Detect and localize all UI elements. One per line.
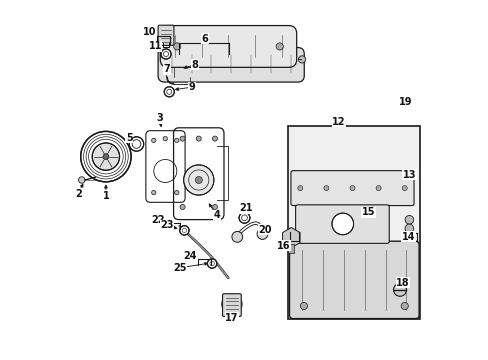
Circle shape [298, 56, 305, 63]
Circle shape [231, 231, 242, 242]
Text: 4: 4 [213, 210, 220, 220]
FancyBboxPatch shape [158, 25, 174, 45]
Bar [288, 126, 419, 319]
FancyBboxPatch shape [222, 294, 241, 316]
Circle shape [349, 186, 354, 191]
Text: 20: 20 [258, 225, 272, 235]
Circle shape [103, 154, 108, 159]
Circle shape [276, 43, 283, 50]
Circle shape [195, 176, 202, 184]
Text: 24: 24 [183, 251, 197, 261]
Circle shape [400, 302, 407, 310]
Circle shape [212, 204, 217, 210]
Circle shape [300, 302, 307, 310]
FancyBboxPatch shape [289, 241, 418, 319]
Text: 1: 1 [102, 191, 109, 201]
Circle shape [161, 49, 171, 59]
Circle shape [297, 186, 302, 191]
Circle shape [207, 259, 216, 268]
Text: 5: 5 [126, 132, 132, 143]
Circle shape [323, 186, 328, 191]
Circle shape [180, 136, 185, 141]
Circle shape [401, 186, 407, 191]
Text: 16: 16 [277, 240, 290, 251]
Circle shape [81, 131, 131, 182]
FancyBboxPatch shape [295, 205, 388, 243]
Circle shape [179, 226, 189, 235]
FancyBboxPatch shape [160, 26, 296, 67]
Text: 7: 7 [163, 64, 170, 74]
Circle shape [174, 190, 179, 195]
Text: 9: 9 [188, 82, 195, 92]
Circle shape [183, 165, 213, 195]
Text: 8: 8 [191, 60, 198, 70]
Circle shape [92, 143, 120, 170]
Circle shape [164, 87, 174, 97]
Text: 12: 12 [331, 117, 345, 127]
Text: 14: 14 [401, 232, 415, 242]
Text: 17: 17 [224, 312, 238, 323]
Circle shape [404, 224, 413, 233]
Text: 18: 18 [395, 278, 409, 288]
Text: 13: 13 [402, 170, 415, 180]
Circle shape [180, 204, 185, 210]
FancyBboxPatch shape [158, 48, 304, 82]
Text: 23: 23 [160, 220, 174, 230]
Circle shape [173, 43, 181, 50]
Text: 10: 10 [143, 27, 157, 37]
Circle shape [151, 138, 156, 143]
Circle shape [79, 177, 85, 183]
Text: 22: 22 [151, 215, 164, 225]
Text: 19: 19 [398, 96, 412, 107]
Circle shape [375, 186, 380, 191]
Text: 6: 6 [201, 34, 208, 44]
Text: 3: 3 [156, 113, 163, 123]
Circle shape [212, 136, 217, 141]
Circle shape [393, 283, 406, 296]
Text: 21: 21 [239, 203, 252, 213]
Bar [288, 244, 294, 253]
Circle shape [222, 294, 242, 314]
Circle shape [129, 137, 143, 151]
Text: 15: 15 [361, 207, 375, 217]
Circle shape [257, 229, 267, 239]
Circle shape [331, 213, 353, 235]
Circle shape [404, 215, 413, 224]
Text: 25: 25 [173, 263, 186, 273]
FancyBboxPatch shape [290, 171, 413, 206]
Circle shape [151, 190, 156, 195]
Circle shape [163, 136, 167, 141]
Circle shape [174, 138, 179, 143]
Text: 11: 11 [148, 41, 162, 51]
Circle shape [239, 212, 249, 223]
Circle shape [196, 136, 201, 141]
Text: 2: 2 [75, 189, 81, 199]
